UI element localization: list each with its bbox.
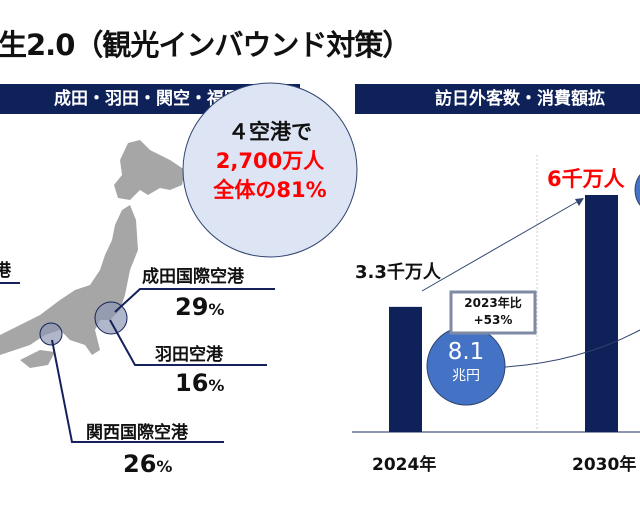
spend-text: 8.1 兆円: [427, 340, 505, 388]
spend-value: 8.1: [447, 339, 485, 365]
haneda-label: 羽田空港: [155, 345, 223, 365]
x-tick-2024: 2024年: [372, 455, 437, 475]
bar-label-2024: 3.3千万人: [355, 262, 441, 283]
spend-arrow: [504, 329, 640, 368]
right-header-text: 訪日外客数・消費額拡: [435, 89, 605, 109]
growth-box-text: 2023年比 +53%: [451, 295, 535, 329]
bubble-line1: ４空港で: [228, 120, 312, 144]
bar-label-2030: 6千万人: [547, 167, 625, 191]
bubble-line2: 2,700万人: [215, 149, 325, 173]
growth-line2: +53%: [473, 313, 513, 327]
haneda-pct-value: 16: [175, 369, 209, 397]
page-title: 生2.0（観光インバウンド対策）: [0, 28, 411, 62]
summary-bubble: [182, 82, 358, 258]
narita-label: 成田国際空港: [142, 267, 244, 287]
growth-arrow: [421, 198, 583, 292]
spend-circle-2030: [634, 174, 640, 206]
spend-unit: 兆円: [452, 368, 480, 384]
narita-pct-value: 29: [175, 293, 209, 321]
bubble-text: ４空港で 2,700万人 全体の81%: [183, 118, 357, 205]
growth-line1: 2023年比: [464, 296, 522, 310]
bar-2024年: [389, 306, 422, 432]
kansai-area-circle: [39, 322, 63, 346]
growth-box: [449, 290, 537, 335]
kansai-leader: [51, 339, 224, 443]
arrow-head: [575, 198, 584, 206]
bar-2030年: [585, 195, 618, 432]
haneda-leader: [109, 319, 267, 366]
tokyo-area-circle: [94, 301, 128, 335]
right-section-header: 訪日外客数・消費額拡: [355, 84, 640, 114]
haneda-pct: 16%: [175, 369, 224, 397]
japan-map: [0, 140, 185, 368]
bubble-line3: 全体の81%: [213, 178, 327, 202]
narita-pct-unit: %: [208, 300, 225, 319]
kansai-pct-unit: %: [156, 457, 173, 476]
x-tick-2030: 2030年: [572, 455, 637, 475]
narita-pct: 29%: [175, 293, 224, 321]
kansai-pct-value: 26: [123, 450, 157, 478]
kansai-pct: 26%: [123, 450, 172, 478]
narita-leader: [114, 288, 275, 313]
partial-airport-label: 港: [0, 261, 11, 281]
kansai-label: 関西国際空港: [86, 423, 188, 443]
haneda-pct-unit: %: [208, 376, 225, 395]
